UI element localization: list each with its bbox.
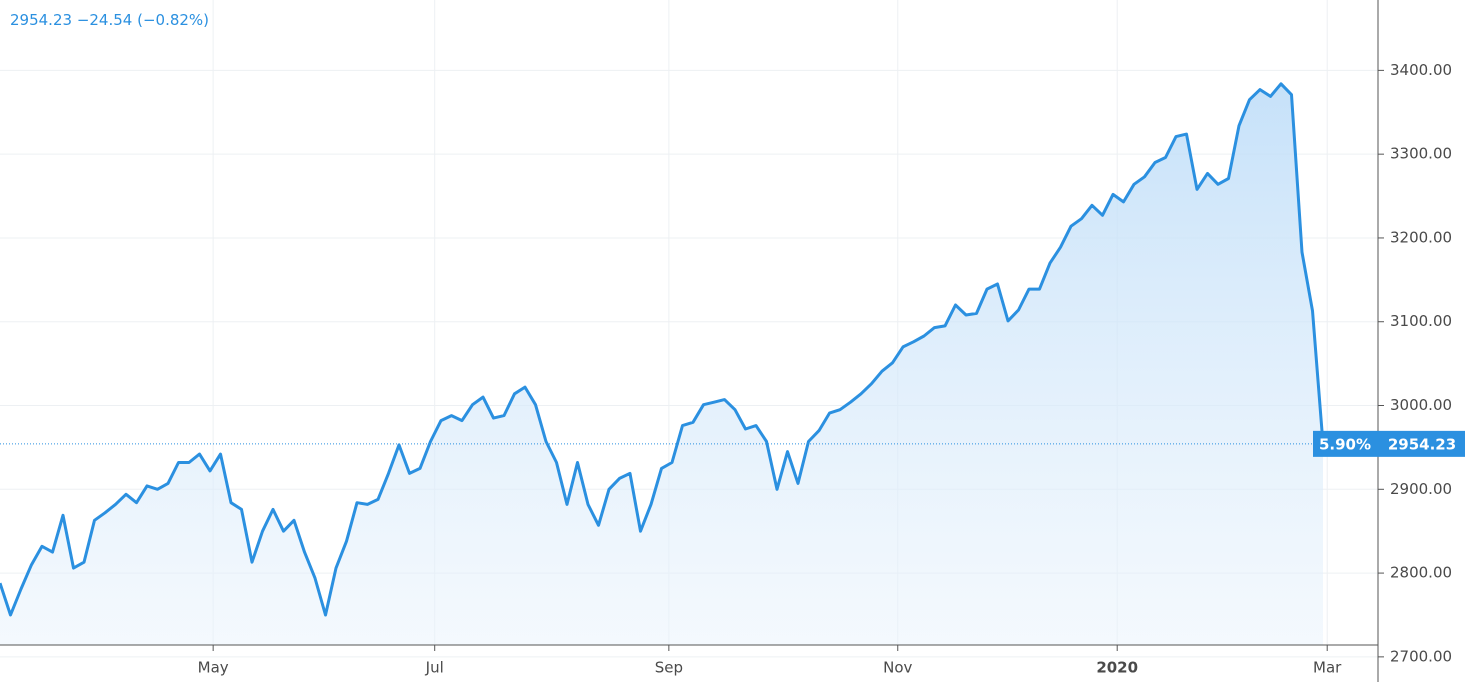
x-tick-label: Nov — [883, 659, 912, 677]
y-tick-label: 3100.00 — [1390, 312, 1452, 330]
header-price: 2954.23 — [10, 11, 72, 29]
badge-pct: 5.90% — [1319, 435, 1371, 453]
price-badge: 2954.23 — [1388, 435, 1456, 453]
header-change: −24.54 — [77, 11, 133, 29]
x-tick-label: 2020 — [1096, 659, 1138, 677]
plot — [0, 82, 1378, 646]
y-tick-label: 3000.00 — [1390, 396, 1452, 414]
y-tick-label: 3400.00 — [1390, 61, 1452, 79]
header: 2954.23 −24.54 (−0.82%) — [10, 11, 209, 29]
y-tick-label: 3200.00 — [1390, 228, 1452, 246]
price-badge-bg — [1378, 430, 1465, 457]
badge-bg — [1313, 430, 1378, 457]
area-fill — [0, 83, 1323, 646]
y-tick-label: 2900.00 — [1390, 480, 1452, 498]
y-tick-label: 3300.00 — [1390, 145, 1452, 163]
x-tick-label: May — [198, 659, 229, 677]
x-tick-label: Sep — [655, 659, 683, 677]
x-tick-label: Jul — [425, 659, 444, 677]
price-line — [0, 82, 1325, 617]
y-tick-label: 2700.00 — [1390, 647, 1452, 665]
header-change-pct: (−0.82%) — [137, 11, 209, 29]
x-tick-label: Mar — [1313, 659, 1342, 677]
y-tick-label: 2800.00 — [1390, 564, 1452, 582]
